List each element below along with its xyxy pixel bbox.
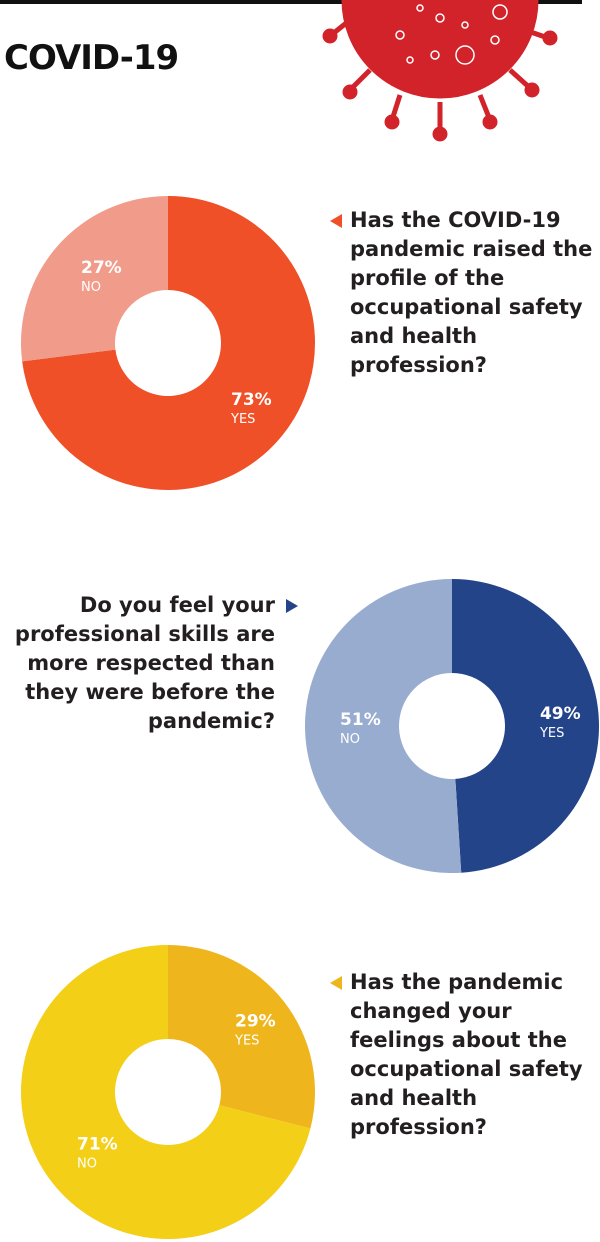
question: Do you feel your professional skills are… (14, 593, 275, 733)
pointer-arrow (330, 976, 342, 990)
value-label: 71% (77, 1134, 118, 1154)
category-label: NO (81, 280, 101, 295)
category-label: NO (77, 1156, 97, 1171)
category-label: YES (234, 1034, 259, 1049)
value-label: 27% (81, 258, 122, 278)
virus-graphic (322, 0, 558, 142)
value-label: 73% (231, 390, 272, 410)
page-title: COVID-19 (4, 38, 179, 78)
donut-slice (168, 945, 315, 1129)
donut-slice (22, 196, 315, 490)
question: Has the COVID-19 pandemic raised the pro… (350, 208, 593, 377)
donut-slice (20, 945, 311, 1239)
category-label: YES (230, 412, 255, 427)
donut-slice (304, 579, 462, 873)
value-label: 29% (235, 1012, 276, 1032)
category-label: YES (539, 726, 564, 741)
pointer-arrow (286, 599, 298, 613)
donut-slice (452, 579, 599, 873)
pointer-arrow (330, 214, 342, 228)
top-rule (0, 0, 582, 4)
question: Has the pandemic changed your feelings a… (350, 970, 583, 1139)
donut-slice (20, 196, 168, 362)
value-label: 49% (540, 704, 581, 724)
value-label: 51% (340, 710, 381, 730)
category-label: NO (340, 732, 360, 747)
